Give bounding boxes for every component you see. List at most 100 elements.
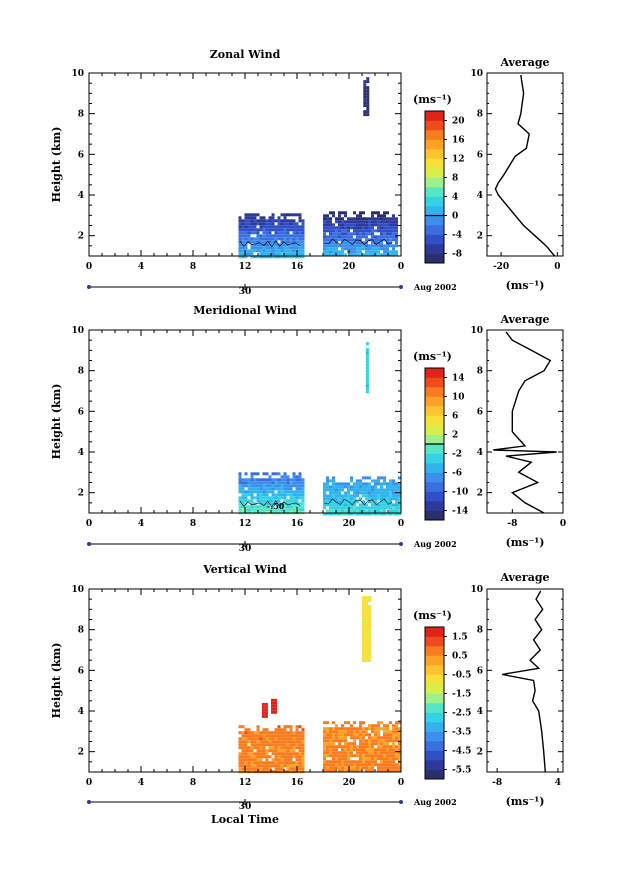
heatmap-cell [250, 737, 254, 741]
heatmap-cell [398, 736, 401, 740]
average-frame [486, 72, 564, 257]
heatmap-cell [298, 216, 302, 220]
heatmap-cell [377, 745, 380, 749]
heatmap-cell [398, 727, 401, 731]
heatmap-cell [244, 472, 248, 476]
heatmap-cell [371, 244, 374, 248]
heatmap-cell [289, 764, 293, 768]
heatmap-cell [250, 734, 254, 738]
heatmap-1 [238, 77, 398, 259]
heatmap-cell [289, 499, 293, 503]
heatmap-cell [256, 255, 260, 259]
heatmap-cell [386, 488, 389, 492]
heatmap-cell [262, 490, 266, 494]
heatmap-cell [398, 769, 401, 773]
heatmap-cell [341, 238, 344, 242]
heatmap-cell [386, 250, 389, 254]
heatmap-cell [268, 237, 272, 241]
heatmap-cell [292, 481, 296, 485]
heatmap-cell [363, 113, 367, 117]
heatmap-cell [298, 749, 302, 753]
heatmap-cell [268, 737, 272, 741]
heatmap-cell [274, 502, 278, 506]
heatmap-cell [350, 724, 353, 728]
heatmap-cell [295, 493, 299, 497]
heatmap-cell [353, 238, 356, 242]
heatmap-cell [277, 219, 281, 223]
heatmap-cell [295, 487, 299, 491]
heatmap-cell [247, 505, 251, 509]
heatmap-cell [274, 698, 277, 702]
heatmap-cell [277, 502, 281, 506]
heatmap-cell [365, 727, 368, 731]
heatmap-cell [350, 760, 353, 764]
heatmap-cell [250, 496, 254, 500]
x-tick-label: 0 [398, 519, 404, 529]
heatmap-cell [298, 752, 302, 756]
heatmap-cell [338, 503, 341, 507]
heatmap-cell [392, 754, 395, 758]
heatmap-cell [356, 223, 359, 227]
heatmap-cell [338, 766, 341, 770]
heatmap-cell [271, 502, 275, 506]
heatmap-cell [386, 235, 389, 239]
heatmap-cell [335, 757, 338, 761]
heatmap-cell [380, 488, 383, 492]
heatmap-cell [259, 764, 263, 768]
heatmap-cell [371, 488, 374, 492]
heatmap-cell [253, 505, 257, 509]
heatmap-cell [268, 240, 272, 244]
heatmap-cell [238, 243, 242, 247]
average-y-tick-label: 8 [477, 110, 483, 120]
panel-title: Meridional Wind [193, 304, 297, 317]
heatmap-cell [380, 754, 383, 758]
date-bar-marker [399, 800, 403, 804]
heatmap-cell [244, 499, 248, 503]
heatmap-cell [377, 217, 380, 221]
heatmap-cell [365, 235, 368, 239]
heatmap-cell [286, 481, 290, 485]
heatmap-cell [359, 247, 362, 251]
x-tick-label: 16 [291, 778, 304, 788]
heatmap-cell [253, 764, 257, 768]
heatmap-cell [365, 605, 368, 609]
heatmap-cell [335, 494, 338, 498]
heatmap-cell [274, 701, 277, 705]
heatmap-cell [295, 725, 299, 729]
heatmap-cell [359, 241, 362, 245]
heatmap-cell [238, 246, 242, 250]
heatmap-cell [262, 752, 266, 756]
average-profile-line [502, 590, 546, 773]
heatmap-cell [344, 223, 347, 227]
heatmap-cell [332, 226, 335, 230]
heatmap-cell [292, 222, 296, 226]
heatmap-cell [277, 764, 281, 768]
heatmap-cell [368, 229, 371, 233]
heatmap-cell [268, 767, 272, 771]
heatmap-cell [253, 243, 257, 247]
heatmap-cell [286, 237, 290, 241]
heatmap-cell [383, 235, 386, 239]
heatmap-cell [332, 733, 335, 737]
heatmap-cell [244, 225, 248, 229]
heatmap-cell [332, 229, 335, 233]
heatmap-cell [301, 255, 305, 259]
x-tick-label: 8 [190, 778, 196, 788]
heatmap-cell [332, 739, 335, 743]
heatmap-cell [292, 508, 296, 512]
average-y-tick-label: 10 [470, 326, 483, 336]
heatmap-cell [344, 503, 347, 507]
heatmap-cell [344, 235, 347, 239]
heatmap-cell [356, 754, 359, 758]
x-tick-label: 0 [86, 519, 92, 529]
heatmap-cell [298, 493, 302, 497]
heatmap-cell [247, 231, 251, 235]
x-tick-label: 16 [291, 519, 304, 529]
heatmap-cell [253, 487, 257, 491]
heatmap-cell [362, 745, 365, 749]
heatmap-cell [332, 491, 335, 495]
heatmap-cell [344, 500, 347, 504]
heatmap-cell [395, 751, 398, 755]
heatmap-cell [386, 757, 389, 761]
y-tick-label: 10 [71, 326, 84, 336]
